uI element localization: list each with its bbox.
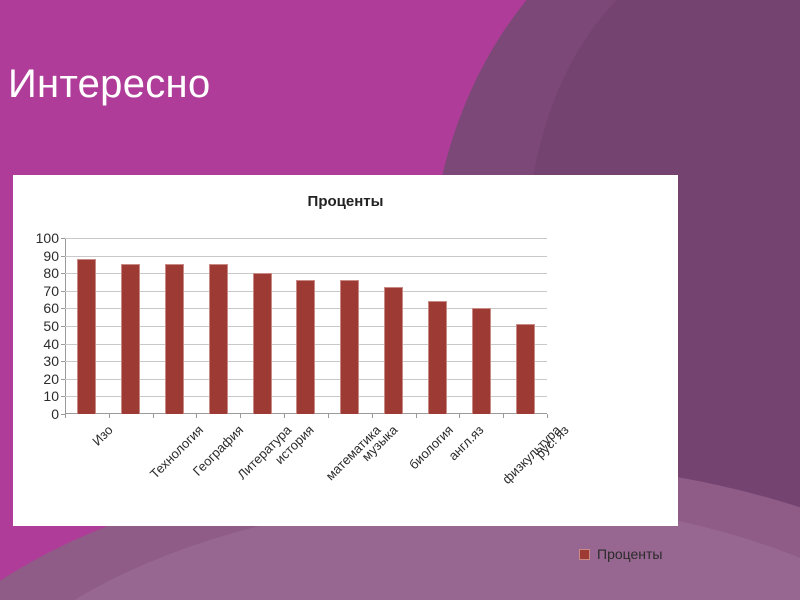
y-tick-label: 10 [43, 388, 59, 405]
y-tick-label: 70 [43, 282, 59, 299]
y-tick-mark [61, 343, 65, 345]
bar-математика[interactable] [296, 280, 316, 414]
y-tick-label: 100 [35, 230, 59, 246]
bar-slot [416, 238, 460, 414]
gridline [65, 273, 547, 275]
bar-биология[interactable] [384, 287, 404, 414]
y-tick-mark [61, 308, 65, 310]
y-tick-label: 40 [43, 335, 59, 352]
y-tick-label: 60 [43, 300, 59, 317]
x-tick-mark [459, 414, 461, 418]
x-tick-mark [284, 414, 286, 418]
x-tick-mark [108, 414, 110, 418]
bar-slot [459, 238, 503, 414]
bar-slot [372, 238, 416, 414]
x-axis-label: Изо [89, 422, 116, 449]
y-tick-mark [61, 326, 65, 327]
x-tick-mark [503, 414, 505, 418]
bar-история[interactable] [252, 273, 272, 414]
chart-legend: Проценты [579, 546, 663, 562]
bar-рус. яз[interactable] [515, 324, 535, 414]
y-tick-mark [61, 273, 65, 275]
bar-Литература[interactable] [208, 264, 228, 414]
y-tick-mark [61, 396, 65, 398]
y-tick-mark [61, 238, 65, 239]
bar-музыка[interactable] [340, 280, 360, 414]
bar-slot [153, 238, 197, 414]
gridline [65, 238, 547, 239]
legend-label-percent: Проценты [597, 546, 663, 562]
x-tick-mark [65, 414, 66, 418]
x-tick-mark [547, 414, 548, 418]
bar-Технология[interactable] [121, 264, 141, 414]
y-tick-mark [61, 414, 65, 415]
chart-panel: Проценты 100 90 80 70 60 50 40 30 20 10 0 Изо Техно… [13, 175, 678, 562]
x-tick-mark [371, 414, 373, 418]
bar-англ.яз[interactable] [427, 301, 447, 414]
x-tick-mark [152, 414, 154, 418]
bar-slot [240, 238, 284, 414]
y-tick-mark [61, 255, 65, 257]
bar-slot [65, 238, 109, 414]
gridline [65, 255, 547, 257]
bar-физкультура[interactable] [471, 308, 491, 414]
y-tick-label: 30 [43, 353, 59, 370]
plot-area: 100 90 80 70 60 50 40 30 20 10 0 [36, 230, 548, 422]
x-tick-mark [415, 414, 417, 418]
y-tick-mark [61, 290, 65, 292]
legend-swatch-percent [579, 548, 590, 560]
y-tick-label: 0 [51, 406, 59, 422]
bar-slot [503, 238, 547, 414]
x-tick-mark [240, 414, 242, 418]
bar-slot [109, 238, 153, 414]
bar-slot [196, 238, 240, 414]
y-tick-mark [61, 378, 65, 380]
y-tick-label: 90 [43, 247, 59, 264]
bar-series [65, 238, 547, 414]
x-tick-mark [327, 414, 329, 418]
y-tick-label: 50 [43, 318, 59, 334]
x-axis-label: биология [405, 422, 456, 473]
y-tick-mark [61, 361, 65, 363]
x-tick-mark [196, 414, 198, 418]
bar-slot [328, 238, 372, 414]
bar-Изо[interactable] [77, 259, 97, 414]
y-tick-label: 20 [43, 370, 59, 387]
slide-title: Интересно [8, 62, 211, 106]
chart-title: Проценты [307, 193, 384, 210]
y-tick-label: 80 [43, 265, 59, 282]
bar-География[interactable] [165, 264, 185, 414]
bar-slot [284, 238, 328, 414]
